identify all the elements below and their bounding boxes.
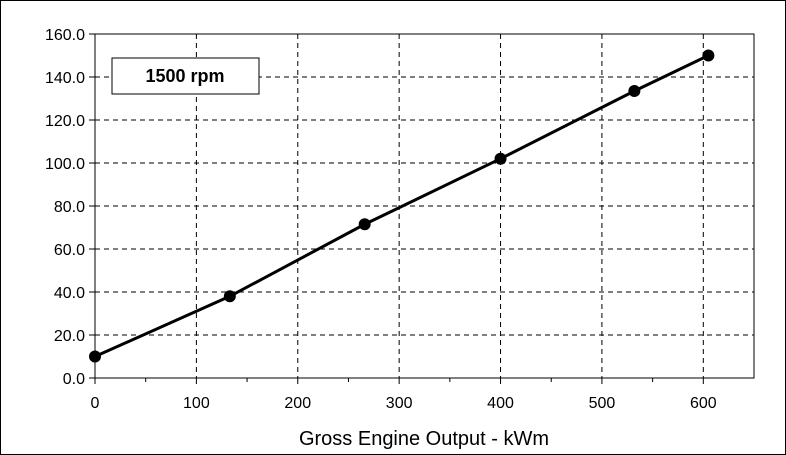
x-tick-label: 200 [284, 395, 311, 412]
x-tick-label: 400 [487, 395, 514, 412]
data-point [628, 84, 641, 97]
y-axis-ticks: 0.0 20.0 40.0 60.0 80.0 100.0 120.0 140.0 160.0 [45, 27, 95, 388]
x-tick-label: 500 [589, 395, 616, 412]
x-tick-label: 0 [91, 395, 100, 412]
y-tick-label: 0.0 [63, 371, 85, 388]
series-line [94, 54, 710, 358]
x-tick-label: 300 [386, 395, 413, 412]
y-tick-label: 160.0 [45, 27, 85, 44]
data-point [89, 350, 101, 363]
data-point [494, 152, 507, 165]
legend-box: 1500 rpm [111, 57, 260, 95]
x-axis-title: Gross Engine Output - kWm [299, 428, 549, 450]
y-tick-label: 40.0 [54, 285, 85, 302]
data-point [223, 290, 236, 303]
x-tick-label: 600 [690, 395, 717, 412]
data-point [358, 218, 371, 231]
data-point [702, 49, 715, 62]
y-tick-label: 100.0 [45, 156, 85, 173]
legend-box-border [111, 57, 260, 95]
y-tick-label: 140.0 [45, 70, 85, 87]
legend-label: 1500 rpm [145, 66, 224, 86]
y-tick-label: 80.0 [54, 199, 85, 216]
y-tick-label: 20.0 [54, 328, 85, 345]
y-tick-label: 120.0 [45, 113, 85, 130]
series-group [89, 49, 715, 363]
x-axis-ticks: 0 100 200 300 400 500 600 [91, 378, 717, 412]
y-tick-label: 60.0 [54, 242, 85, 259]
x-tick-label: 100 [183, 395, 210, 412]
